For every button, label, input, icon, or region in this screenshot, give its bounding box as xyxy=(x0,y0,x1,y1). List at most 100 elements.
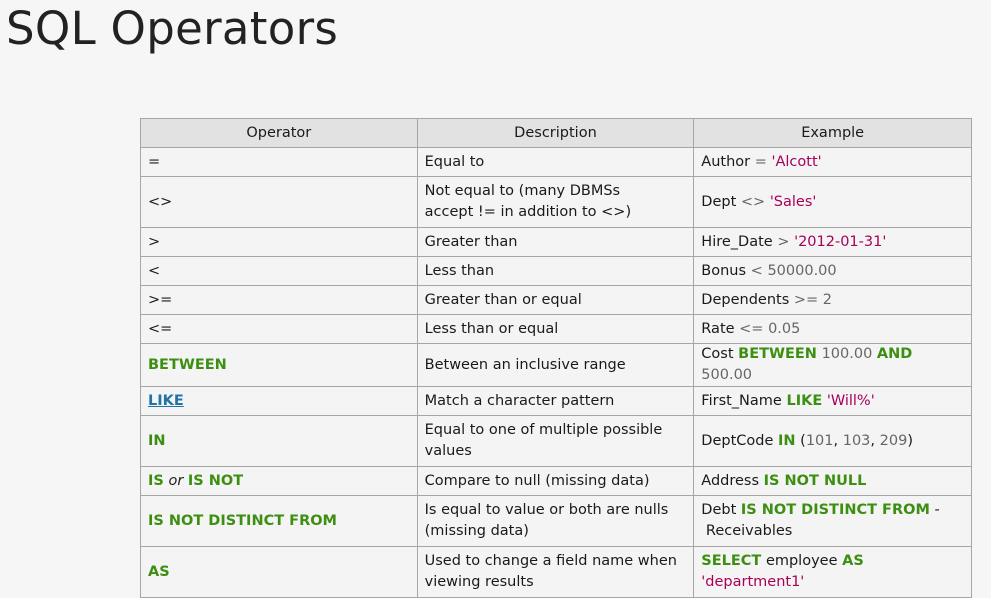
operator-or: or xyxy=(168,472,184,489)
example-keyword: BETWEEN xyxy=(738,346,817,362)
example-cell: Author = 'Alcott' xyxy=(693,147,972,177)
table-header-row: Operator Description Example xyxy=(140,118,972,148)
operators-table: Operator Description Example = Equal to … xyxy=(140,118,972,598)
example-value: 103 xyxy=(842,432,871,449)
header-example: Example xyxy=(693,118,972,148)
example-keyword: IS NOT DISTINCT FROM xyxy=(740,502,930,518)
table-row: AS Used to change a field name when viewi… xyxy=(140,546,972,598)
table-row: LIKE Match a character pattern First_Nam… xyxy=(140,386,972,416)
table-row: <= Less than or equal Rate <= 0.05 xyxy=(140,314,972,344)
operator-cell: <= xyxy=(140,314,418,344)
example-keyword: IS NOT NULL xyxy=(763,472,867,489)
example-paren: ( xyxy=(800,432,806,449)
example-value: 'Alcott' xyxy=(771,153,822,170)
example-value: 'Will%' xyxy=(826,392,875,409)
example-keyword: IN xyxy=(778,432,796,449)
example-value: 101 xyxy=(805,432,834,449)
like-link[interactable]: LIKE xyxy=(148,392,184,409)
example-value: 209 xyxy=(879,432,908,449)
example-field: Rate xyxy=(701,320,735,337)
example-operator: = xyxy=(754,153,767,170)
example-operator: <> xyxy=(740,193,766,210)
example-value: 'Sales' xyxy=(769,193,817,210)
example-cell: Dept <> 'Sales' xyxy=(693,176,972,228)
description-cell: Is equal to value or both are nulls (miss… xyxy=(416,495,695,547)
example-dash: - xyxy=(934,502,940,518)
example-value: 500.00 xyxy=(701,367,753,383)
operator-cell: > xyxy=(140,227,418,257)
table-row: < Less than Bonus < 50000.00 xyxy=(140,256,972,286)
example-field: Dependents xyxy=(701,291,790,308)
operator-keyword: BETWEEN xyxy=(148,356,227,373)
example-cell: DeptCode IN (101, 103, 209) xyxy=(693,415,972,467)
example-operator: > xyxy=(777,233,790,250)
table-row: > Greater than Hire_Date > '2012-01-31' xyxy=(140,227,972,257)
description-cell: Less than xyxy=(416,256,695,286)
description-cell: Used to change a field name when viewing … xyxy=(416,546,695,598)
operator-cell: <> xyxy=(140,176,418,228)
description-line: Is equal to value or both are nulls xyxy=(424,502,669,518)
example-value: 50000.00 xyxy=(767,262,837,279)
example-cell: Debt IS NOT DISTINCT FROM - Receivables xyxy=(693,495,972,547)
operator-keyword: IN xyxy=(148,432,166,449)
operator-cell: = xyxy=(140,147,418,177)
example-cell: Bonus < 50000.00 xyxy=(693,256,972,286)
example-keyword: AND xyxy=(876,346,913,362)
example-paren: ) xyxy=(907,432,913,449)
example-cell: Address IS NOT NULL xyxy=(693,466,972,496)
description-line: Used to change a field name when xyxy=(424,553,677,569)
example-keyword: SELECT xyxy=(701,553,762,569)
description-cell: Greater than or equal xyxy=(416,285,695,315)
description-line: Equal to one of multiple possible xyxy=(424,422,663,438)
example-keyword: LIKE xyxy=(786,392,823,409)
operator-keyword: AS xyxy=(148,563,170,580)
example-cell: Cost BETWEEN 100.00 AND 500.00 xyxy=(693,343,972,387)
header-description: Description xyxy=(416,118,695,148)
table-row: IS NOT DISTINCT FROM Is equal to value o… xyxy=(140,495,972,547)
operator-cell: LIKE xyxy=(140,386,418,416)
description-cell: Compare to null (missing data) xyxy=(416,466,695,496)
example-operator: < xyxy=(750,262,763,279)
operator-cell: AS xyxy=(140,546,418,598)
example-comma: , xyxy=(870,432,876,449)
example-field: Cost xyxy=(701,346,734,362)
description-line: Not equal to (many DBMSs xyxy=(424,183,621,199)
example-field: employee xyxy=(765,553,838,569)
table-row: = Equal to Author = 'Alcott' xyxy=(140,147,972,177)
operator-cell: < xyxy=(140,256,418,286)
example-cell: Hire_Date > '2012-01-31' xyxy=(693,227,972,257)
example-value: 'department1' xyxy=(701,574,805,590)
description-cell: Equal to xyxy=(416,147,695,177)
description-cell: Greater than xyxy=(416,227,695,257)
operator-cell: IS or IS NOT xyxy=(140,466,418,496)
example-field: Dept xyxy=(701,193,737,210)
example-cell: First_Name LIKE 'Will%' xyxy=(693,386,972,416)
description-line: accept != in addition to <>) xyxy=(424,204,632,220)
example-comma: , xyxy=(833,432,839,449)
example-operator: >= xyxy=(793,291,819,308)
example-cell: Dependents >= 2 xyxy=(693,285,972,315)
example-value: 0.05 xyxy=(768,320,801,337)
description-cell: Less than or equal xyxy=(416,314,695,344)
example-field: Author xyxy=(701,153,751,170)
description-cell: Not equal to (many DBMSs accept != in add… xyxy=(416,176,695,228)
table-row: >= Greater than or equal Dependents >= 2 xyxy=(140,285,972,315)
example-field: First_Name xyxy=(701,392,782,409)
description-cell: Between an inclusive range xyxy=(416,343,695,387)
operator-keyword: IS xyxy=(148,472,164,489)
example-cell: SELECT employee AS 'department1' xyxy=(693,546,972,598)
table-row: <> Not equal to (many DBMSs accept != in … xyxy=(140,176,972,228)
example-field: Hire_Date xyxy=(701,233,773,250)
example-value: 2 xyxy=(822,291,833,308)
description-line: values xyxy=(424,443,472,459)
example-field: Bonus xyxy=(701,262,747,279)
header-operator: Operator xyxy=(140,118,418,148)
operator-cell: BETWEEN xyxy=(140,343,418,387)
example-field: DeptCode xyxy=(701,432,774,449)
example-value: '2012-01-31' xyxy=(794,233,887,250)
example-field: Receivables xyxy=(705,523,793,539)
operator-cell: IN xyxy=(140,415,418,467)
table-row: IN Equal to one of multiple possible valu… xyxy=(140,415,972,467)
example-value: 100.00 xyxy=(821,346,873,362)
description-line: (missing data) xyxy=(424,523,529,539)
